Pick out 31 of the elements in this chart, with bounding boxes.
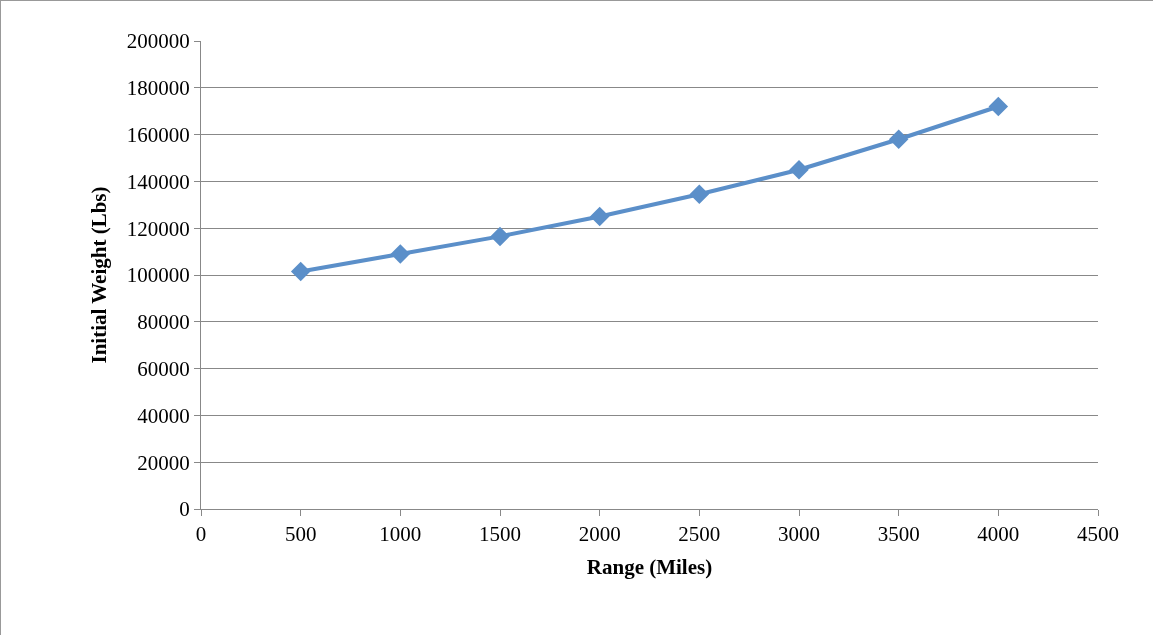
x-tick-label: 3000 — [778, 522, 820, 547]
point — [988, 96, 1009, 117]
point — [589, 206, 610, 227]
y-tick-label: 160000 — [126, 122, 190, 147]
y-tick-label: 20000 — [137, 450, 190, 475]
y-tick-label: 140000 — [126, 169, 190, 194]
x-tick-label: 4500 — [1077, 522, 1119, 547]
point — [888, 129, 909, 150]
y-axis-title: Initial Weight (Lbs) — [86, 186, 111, 364]
y-tick-label: 200000 — [126, 29, 190, 54]
point — [490, 226, 510, 247]
point — [390, 244, 411, 264]
point — [290, 261, 311, 282]
x-tick-label: 0 — [195, 522, 207, 547]
x-tick-label: 500 — [284, 522, 317, 547]
x-tick-label: 3500 — [877, 522, 920, 547]
y-tick-label: 100000 — [126, 263, 190, 288]
x-tick-label: 1000 — [379, 522, 422, 547]
y-tick-label: 80000 — [137, 310, 190, 335]
x-axis-title: Range (Miles) — [586, 555, 713, 580]
x-tick-label: 2000 — [578, 522, 621, 547]
x-tick-label: 4000 — [977, 522, 1020, 547]
y-tick-label: 40000 — [137, 403, 190, 428]
x-tick-label: 2500 — [678, 522, 721, 547]
point — [689, 184, 710, 205]
y-tick-label: 0 — [179, 497, 190, 522]
x-tick-label: 1500 — [479, 522, 521, 547]
y-tick-label: 60000 — [137, 356, 190, 381]
point — [789, 159, 809, 180]
y-tick-label: 180000 — [126, 76, 190, 101]
y-tick-label: 120000 — [126, 216, 190, 241]
